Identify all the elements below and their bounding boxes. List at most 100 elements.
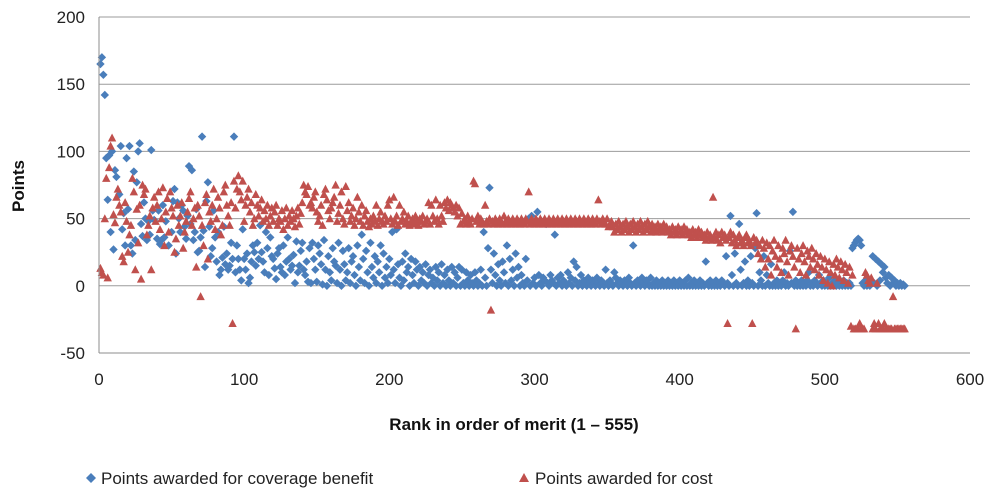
cost-point <box>428 211 438 220</box>
coverage-point <box>437 260 446 269</box>
coverage-point <box>877 260 886 269</box>
coverage-point <box>126 241 136 250</box>
cost-point <box>480 200 490 209</box>
coverage-point <box>408 270 417 280</box>
coverage-point <box>701 257 710 266</box>
cost-point <box>277 206 287 215</box>
coverage-point <box>312 277 321 286</box>
coverage-point <box>727 270 737 280</box>
cost-point <box>845 262 854 271</box>
coverage-point <box>476 265 485 274</box>
coverage-point <box>509 281 519 290</box>
cost-point <box>327 203 336 212</box>
cost-point <box>880 319 889 328</box>
cost-point <box>745 235 754 244</box>
coverage-point <box>569 257 578 266</box>
cost-point <box>221 180 230 189</box>
cost-point <box>206 216 215 225</box>
coverage-point <box>521 254 530 264</box>
cost-point <box>797 249 806 258</box>
cost-point <box>602 214 612 223</box>
cost-point <box>872 278 882 287</box>
cost-point <box>824 257 834 266</box>
coverage-point <box>266 233 275 242</box>
cost-point <box>392 211 401 220</box>
coverage-point <box>324 252 333 261</box>
cost-point <box>284 211 294 220</box>
cost-point <box>192 262 201 271</box>
cost-point <box>380 211 390 220</box>
y-tick-label: 100 <box>57 142 85 161</box>
coverage-point <box>726 211 735 221</box>
coverage-point <box>568 281 577 290</box>
cost-point <box>215 203 224 212</box>
cost-point <box>795 267 805 276</box>
coverage-point <box>280 270 290 280</box>
coverage-point <box>97 53 107 62</box>
cost-point <box>329 192 339 201</box>
coverage-point <box>325 268 335 277</box>
coverage-point <box>228 254 237 264</box>
cost-point <box>782 257 792 266</box>
coverage-point <box>389 265 398 274</box>
cost-point <box>341 181 350 190</box>
coverage-point <box>502 241 512 250</box>
cost-point <box>157 214 166 223</box>
coverage-point <box>595 281 605 290</box>
cost-point <box>174 220 184 229</box>
cost-point <box>434 219 443 228</box>
coverage-point <box>348 252 358 261</box>
cost-point <box>360 211 369 220</box>
x-tick-label: 100 <box>230 370 258 389</box>
coverage-point <box>711 276 721 285</box>
cost-point <box>826 267 835 276</box>
cost-point <box>753 249 763 258</box>
coverage-point <box>353 241 362 250</box>
coverage-point <box>421 260 430 269</box>
cost-point <box>636 216 645 225</box>
coverage-point <box>791 276 800 285</box>
coverage-point <box>306 278 316 288</box>
cost-point <box>835 273 844 282</box>
cost-point <box>271 200 281 209</box>
y-tick-label: 0 <box>76 277 85 296</box>
cost-point <box>843 278 853 287</box>
cost-point <box>287 206 297 215</box>
coverage-point <box>234 254 243 264</box>
cost-point <box>280 214 290 223</box>
cost-point <box>842 267 851 276</box>
coverage-point <box>377 281 387 290</box>
cost-point <box>848 270 857 279</box>
cost-point <box>279 224 288 233</box>
coverage-point <box>385 254 394 264</box>
x-tick-label: 0 <box>94 370 103 389</box>
cost-point <box>746 241 755 250</box>
cost-point <box>205 207 214 216</box>
cost-point <box>321 184 330 193</box>
cost-point <box>171 234 181 243</box>
coverage-point <box>401 249 410 258</box>
coverage-point <box>517 270 526 280</box>
cost-point <box>131 265 140 274</box>
cost-point <box>112 192 121 201</box>
cost-point <box>838 265 847 274</box>
cost-point <box>344 198 353 207</box>
coverage-point <box>133 147 143 156</box>
cost-point <box>250 214 259 223</box>
cost-point <box>862 270 872 279</box>
cost-point <box>418 211 427 220</box>
coverage-point <box>890 276 899 285</box>
coverage-point <box>139 198 149 207</box>
coverage-point <box>540 276 549 285</box>
cost-point <box>800 257 809 266</box>
cost-point <box>119 257 128 266</box>
coverage-point <box>570 276 580 285</box>
cost-point <box>151 216 160 225</box>
cost-point <box>331 180 340 189</box>
cost-point <box>781 235 790 244</box>
coverage-point <box>482 281 491 290</box>
coverage-point <box>382 262 391 272</box>
coverage-point <box>200 262 210 272</box>
cost-point <box>208 200 217 209</box>
coverage-point <box>361 246 371 256</box>
